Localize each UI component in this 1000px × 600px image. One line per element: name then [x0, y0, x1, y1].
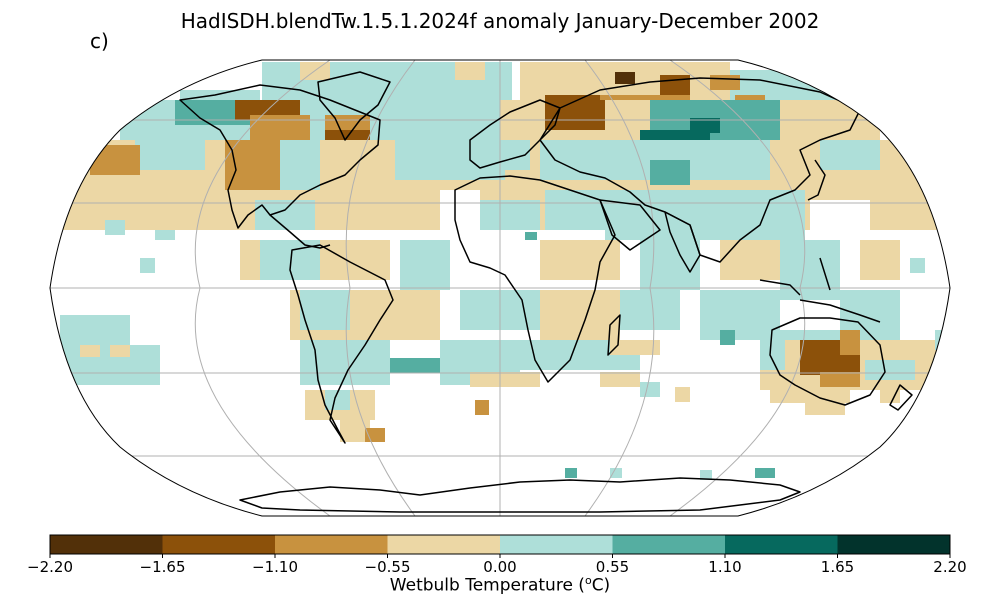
- colorbar-bin-4: [500, 535, 613, 554]
- colorbar-bin-2: [275, 535, 388, 554]
- map-data-layer: [50, 60, 950, 516]
- colorbar-tick-label: −2.20: [27, 558, 73, 576]
- colorbar-bin-6: [725, 535, 838, 554]
- colorbar-tick-label: −1.65: [139, 558, 186, 576]
- colorbar-tick-label: 1.65: [820, 558, 855, 576]
- colorbar-tick-label: −0.55: [364, 558, 411, 576]
- colorbar-tick-label: −1.10: [252, 558, 298, 576]
- colorbar-label: Wetbulb Temperature (oC): [0, 574, 1000, 596]
- colorbar-label-sup: o: [584, 574, 592, 587]
- colorbar-label-prefix: Wetbulb Temperature (: [389, 575, 585, 596]
- colorbar-bin-1: [162, 535, 276, 554]
- panel-label: c): [90, 29, 109, 53]
- colorbar-bin-5: [612, 535, 726, 554]
- gridlines: [50, 60, 950, 516]
- coastlines: [179, 71, 913, 513]
- colorbar-tick-label: 1.10: [708, 558, 742, 576]
- map-title: HadISDH.blendTw.1.5.1.2024f anomaly Janu…: [180, 9, 820, 33]
- colorbar-tick-label: 2.20: [933, 558, 967, 576]
- colorbar-tick-label: 0.55: [595, 558, 630, 576]
- map-outline: [49, 59, 951, 517]
- colorbar-label-suffix: C): [591, 575, 611, 596]
- colorbar-bin-0: [50, 535, 163, 554]
- colorbar-bin-3: [387, 535, 501, 554]
- colorbar-tick-label: 0.00: [483, 558, 517, 576]
- colorbar-bin-7: [837, 535, 951, 554]
